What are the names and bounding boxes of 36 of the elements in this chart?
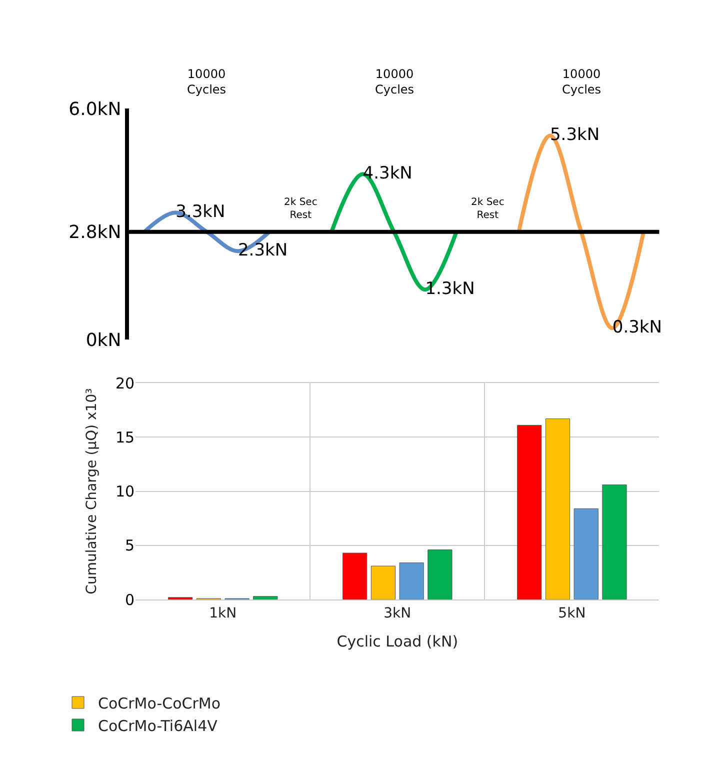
bar xyxy=(545,418,570,600)
y-tick-label: 15 xyxy=(116,428,135,446)
bar xyxy=(574,508,598,600)
legend-label: CoCrMo-CoCrMo xyxy=(98,694,221,712)
data-label: 1.3kN xyxy=(425,278,475,299)
text: 10000 Cycles xyxy=(375,67,414,97)
x-axis-title: Cyclic Load (kN) xyxy=(336,632,458,650)
y-tick-label: 20 xyxy=(116,374,135,392)
bar xyxy=(399,562,424,600)
y-tick-label: 0 xyxy=(125,590,135,609)
bar xyxy=(370,566,396,600)
bar xyxy=(517,424,542,600)
annotation: 2k Sec Rest xyxy=(471,197,504,221)
data-label: 0.3kN xyxy=(612,317,662,338)
data-label: 2.3kN xyxy=(238,240,288,260)
text: 10000 Cycles xyxy=(562,67,602,97)
y-axis-title: Cumulative Charge (µQ) x10³ xyxy=(84,388,100,594)
bar xyxy=(253,596,278,600)
x-tick-label: 5kN xyxy=(558,605,586,622)
bar xyxy=(602,484,627,600)
data-label: 5.3kN xyxy=(550,124,600,145)
x-tick-label: 1kN xyxy=(209,605,237,622)
y-tick-label: 10 xyxy=(116,482,135,501)
annotation: 2k Sec Rest xyxy=(284,197,318,221)
legend-label: CoCrMo-Ti6Al4V xyxy=(98,716,218,735)
y-tick-label: 2.8kN xyxy=(68,222,122,244)
y-tick-label: 0kN xyxy=(86,330,122,351)
x-tick-label: 3kN xyxy=(384,605,412,622)
bar xyxy=(168,597,193,600)
bar xyxy=(342,552,368,600)
y-tick-label: 5 xyxy=(125,536,135,555)
data-label: 3.3kN xyxy=(176,202,226,222)
y-tick-label: 6.0kN xyxy=(68,98,122,120)
text: 10000 Cycles xyxy=(187,67,226,97)
data-label: 4.3kN xyxy=(362,163,412,184)
bar xyxy=(428,550,452,600)
